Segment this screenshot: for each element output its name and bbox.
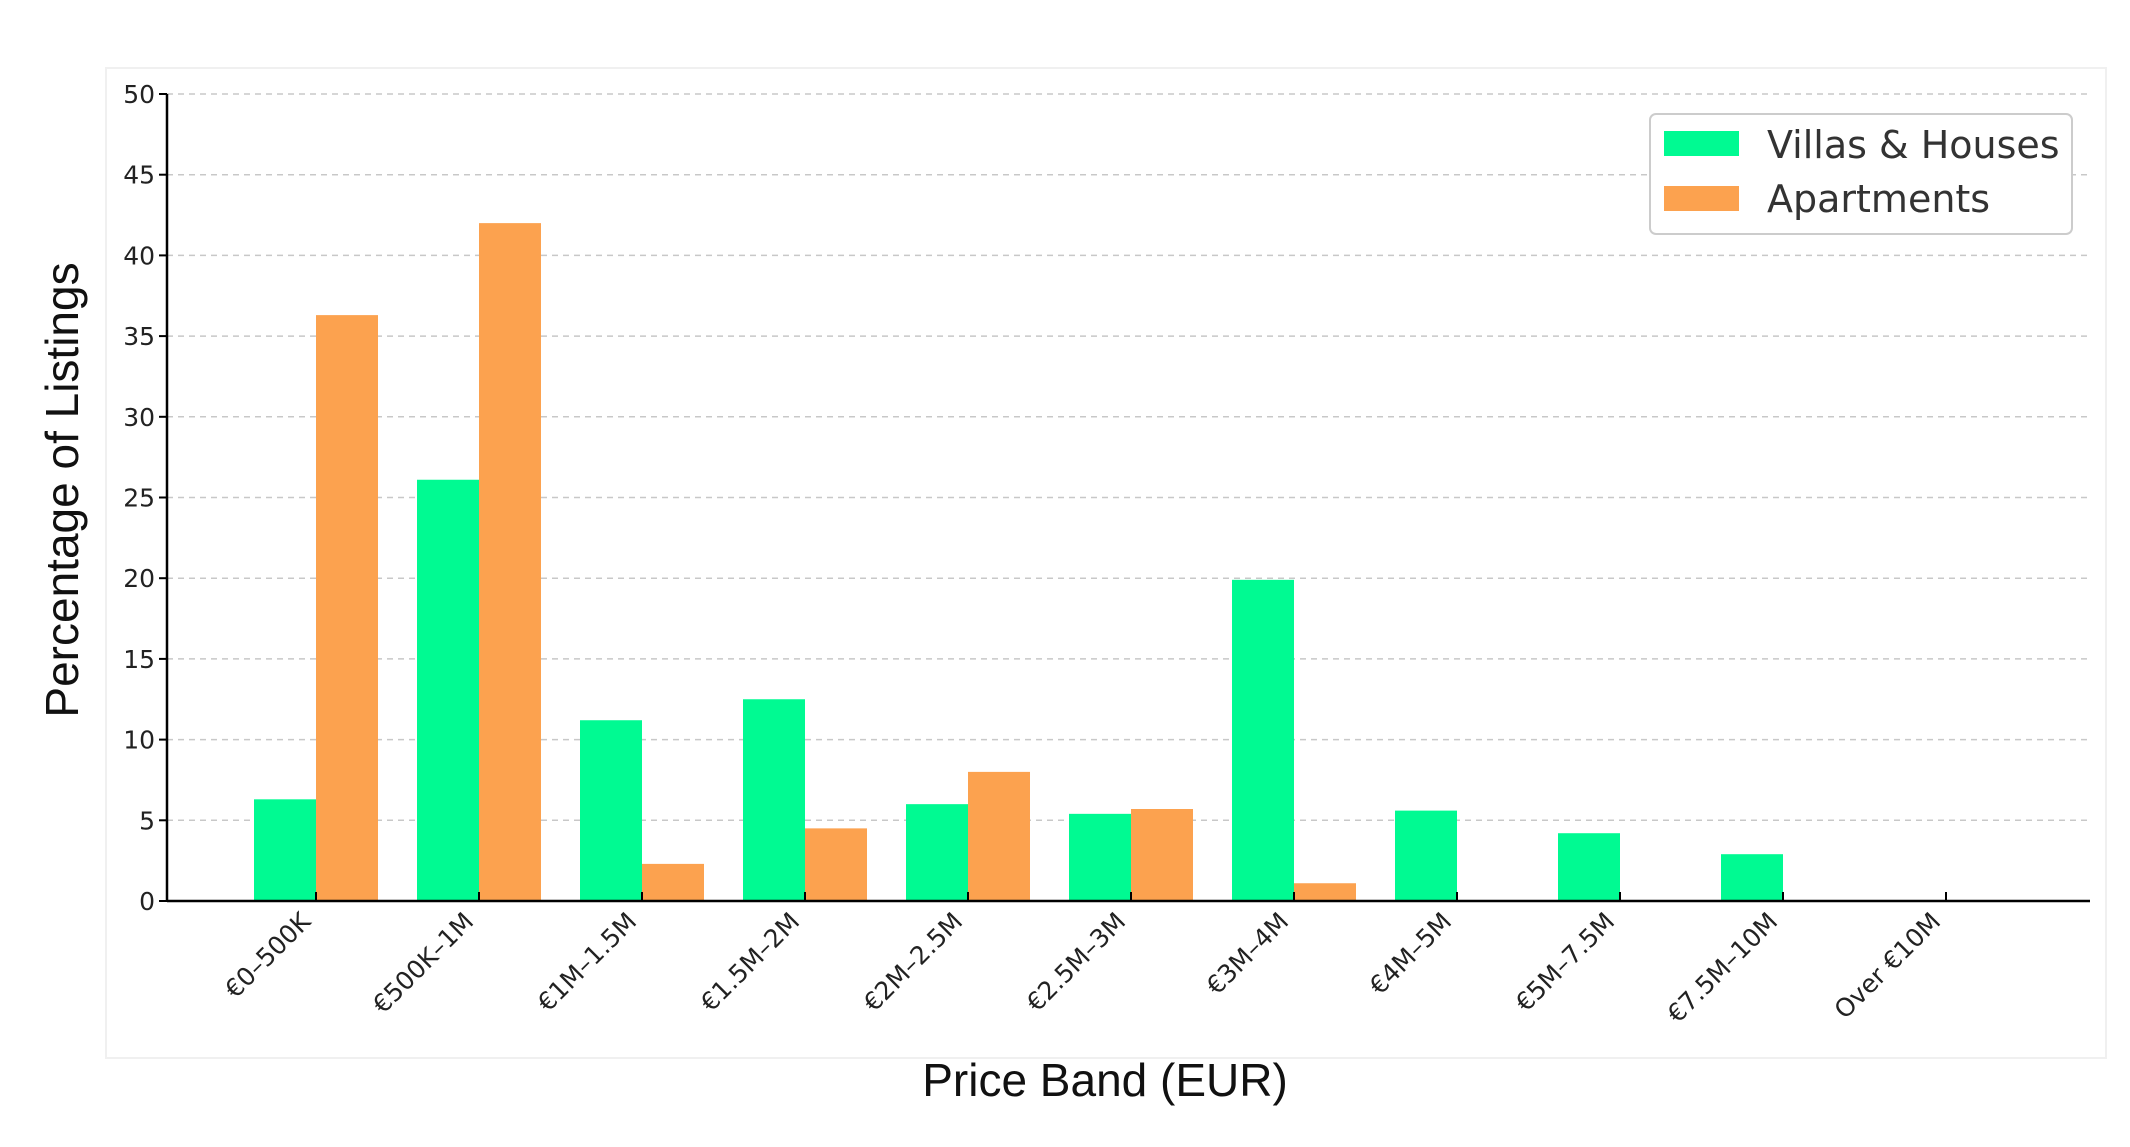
y-tick-label: 20	[123, 564, 155, 593]
y-tick-label: 0	[139, 887, 155, 916]
y-tick-label: 40	[123, 241, 155, 270]
legend: Villas & Houses Apartments	[1649, 113, 2073, 235]
bar-apartments	[1294, 883, 1356, 901]
y-tick-label: 45	[123, 161, 155, 190]
legend-label-villas: Villas & Houses	[1767, 123, 2060, 167]
bar-villas	[1069, 813, 1131, 901]
bar-apartments	[1131, 809, 1193, 901]
legend-swatch-apartments	[1664, 186, 1739, 211]
y-tick-label: 15	[123, 645, 155, 674]
bar-apartments	[642, 863, 704, 901]
bar-villas	[1232, 579, 1294, 901]
bar-villas	[1395, 810, 1457, 901]
legend-frame	[1649, 113, 2073, 235]
bar-apartments	[968, 771, 1030, 901]
bar-apartments	[316, 315, 378, 901]
y-tick-label: 25	[123, 484, 155, 513]
bar-villas	[906, 804, 968, 901]
bar-villas	[1721, 854, 1783, 901]
y-axis-title: Percentage of Listings	[36, 262, 88, 717]
x-axis-title: Price Band (EUR)	[922, 1054, 1288, 1106]
bar-group	[254, 223, 1783, 901]
legend-swatch-villas	[1664, 131, 1739, 156]
bar-villas	[1558, 833, 1620, 901]
y-tick-label: 30	[123, 403, 155, 432]
legend-label-apartments: Apartments	[1767, 177, 1990, 221]
bar-villas	[254, 799, 316, 901]
y-tick-label: 10	[123, 726, 155, 755]
bar-apartments	[805, 828, 867, 901]
y-tick-label: 5	[139, 806, 155, 835]
y-tick-label: 50	[123, 80, 155, 109]
y-tick-label: 35	[123, 322, 155, 351]
bar-villas	[417, 479, 479, 901]
bar-villas	[580, 720, 642, 901]
y-ticks: 0 5 10 15 20 25 30 35 40 45 50	[123, 80, 167, 916]
bar-apartments	[479, 223, 541, 901]
bar-villas	[743, 699, 805, 901]
